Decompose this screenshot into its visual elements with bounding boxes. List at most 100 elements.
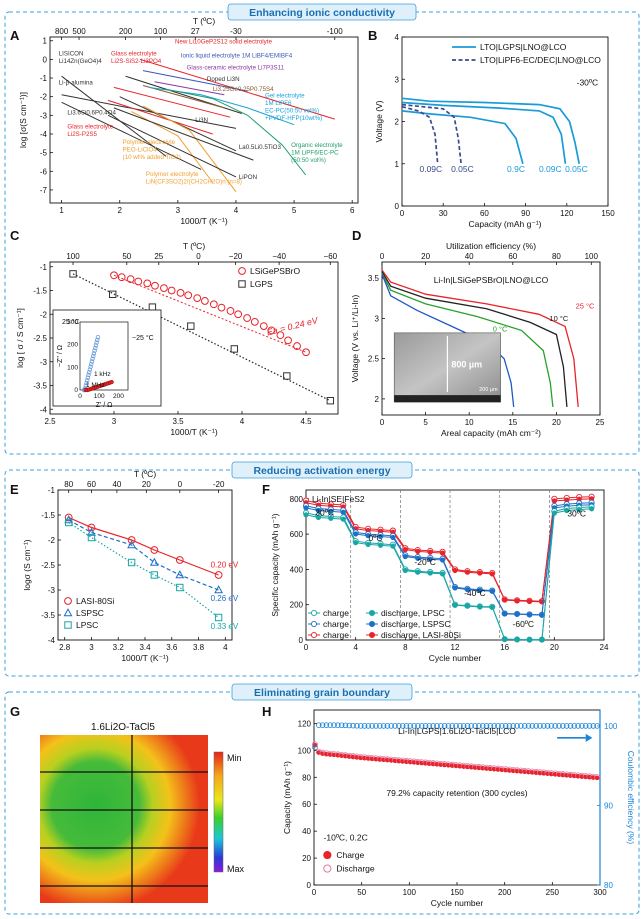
data-point-coulombic-efficiency — [392, 723, 398, 729]
data-point-lpsc — [150, 571, 159, 579]
data-point-lpsc — [87, 533, 96, 542]
inset-y-tick-label: 0 — [74, 387, 78, 394]
x-tick-label: 3.8 — [193, 643, 205, 652]
data-point-discharge-lspsc — [464, 586, 471, 593]
data-point-discharge-lpsc — [551, 510, 557, 516]
y-tick-label: -4 — [48, 636, 56, 645]
data-point-coulombic-efficiency — [552, 723, 558, 729]
data-point-coulombic-efficiency — [319, 722, 326, 728]
sem-thickness-label: 800 µm — [451, 359, 482, 369]
data-point-lpsc — [127, 558, 136, 567]
axis-arrow-head — [585, 733, 593, 742]
x-tick-label: 25 — [596, 418, 605, 427]
y-tick-label: -2.5 — [41, 561, 55, 570]
legend-label: LGPS — [250, 279, 273, 289]
data-point-discharge-lasi-80si — [427, 549, 433, 555]
y2-tick-label: 100 — [604, 722, 618, 731]
legend-label: Discharge — [336, 864, 375, 874]
top-tick-label: 200 — [119, 27, 133, 36]
colorbar-min-label: Min — [227, 753, 242, 763]
top-tick-label: −60 — [324, 252, 338, 261]
inset-x-tick-label: 100 — [94, 393, 105, 400]
series-line-lasi-80si — [68, 516, 219, 576]
data-point-discharge-lpsc — [315, 514, 322, 521]
data-point-lasi-80si — [214, 571, 223, 579]
legend-marker — [368, 609, 376, 617]
series-line-glass-ceramic-electrolyte-li7p3s11 — [154, 81, 225, 96]
series-line-lgps-0-09c — [401, 101, 567, 164]
data-point-coulombic-efficiency — [373, 723, 379, 729]
data-point-coulombic-efficiency — [571, 723, 578, 729]
y-tick-label: 100 — [298, 746, 312, 755]
y-tick-label: -1 — [40, 74, 48, 83]
data-point-lsigepsbro — [193, 294, 202, 303]
heatmap-image — [40, 735, 208, 903]
y-tick-label: -2 — [48, 536, 56, 545]
temperature-label: 30ºC — [567, 508, 586, 518]
y-tick-label: -2.5 — [33, 334, 47, 343]
y-tick-label: -4 — [40, 405, 48, 414]
legend-label: LTO|LiPF6-EC/DEC|LNO@LCO — [480, 55, 601, 65]
x-tick-label: 15 — [508, 418, 517, 427]
y-tick-label: -5 — [40, 149, 48, 158]
x-tick-label: 8 — [403, 643, 408, 652]
data-point-coulombic-efficiency — [590, 723, 597, 729]
section-title-3: Eliminating grain boundary — [254, 687, 390, 699]
series-line-ionic-liquid-electrolyte-1m-libf4-emibf4 — [142, 70, 248, 92]
inset-label: 1 kHz — [94, 371, 111, 378]
data-point-coulombic-efficiency — [563, 723, 570, 729]
x-tick-label: 50 — [357, 888, 366, 897]
data-point-discharge-lasi-80si — [439, 550, 446, 556]
section-title-2: Reducing activation energy — [253, 465, 390, 477]
legend-label: discharge, LSPSC — [381, 619, 450, 629]
top-tick-label: 100 — [66, 252, 80, 261]
data-point-discharge-lpsc — [452, 602, 458, 608]
top-tick-label: 60 — [87, 480, 96, 489]
data-point-coulombic-efficiency — [495, 723, 501, 729]
y-tick-label: 60 — [302, 800, 311, 809]
sem-scale-label: 200 µm — [479, 387, 498, 393]
y-tick-label: 3 — [395, 75, 400, 84]
data-point-discharge-lspsc — [402, 553, 408, 560]
data-point-coulombic-efficiency — [338, 722, 345, 729]
legend-label: charge — [323, 608, 349, 618]
inset-impedance-point — [84, 378, 90, 383]
panel-letter-c: C — [10, 228, 20, 243]
data-point-lpsc — [176, 583, 184, 592]
series-line-lipon — [107, 114, 237, 178]
data-point-lgps — [109, 290, 117, 299]
y-tick-label: -1 — [40, 263, 48, 272]
data-label: Li2S-P2S5 — [67, 131, 97, 138]
data-point-coulombic-efficiency — [491, 723, 497, 729]
data-point-discharge-lspsc — [452, 585, 458, 591]
data-point-coulombic-efficiency — [575, 723, 581, 729]
y-axis-label: Capacity (mAh g⁻¹) — [282, 761, 292, 834]
x-tick-label: 20 — [552, 418, 561, 427]
sem-info-strip — [394, 395, 501, 403]
y-tick-label: -3.5 — [41, 611, 55, 620]
temperature-label: -60ºC — [513, 619, 535, 629]
series-line-lgps-0-05c — [401, 97, 581, 164]
data-point-coulombic-efficiency — [582, 723, 589, 729]
data-point-coulombic-efficiency — [537, 723, 543, 729]
data-point-lsigepsbro — [126, 275, 135, 284]
series-line-lpsc — [68, 521, 219, 618]
panel-letter-g: G — [10, 704, 20, 719]
legend-label: LASI-80Si — [76, 596, 114, 606]
panel-letter-b: B — [368, 28, 377, 43]
condition-label: -10ºC, 0.2C — [324, 833, 368, 843]
data-point-discharge-lpsc — [514, 636, 520, 643]
x-tick-label: 150 — [601, 209, 615, 218]
x-tick-label: 1 — [59, 206, 64, 215]
y2-tick-label: 80 — [604, 881, 613, 890]
y-axis-label: Specific capacity (mAh g⁻¹) — [270, 513, 280, 616]
inset-impedance-point — [85, 375, 91, 380]
x-tick-label: 200 — [498, 888, 512, 897]
data-point-lsigepsbro — [143, 279, 152, 288]
section-banner-2 — [231, 461, 413, 479]
top-axis-label: T (ºC) — [193, 16, 215, 26]
data-point-coulombic-efficiency — [411, 723, 417, 729]
data-point-discharge-lspsc — [439, 557, 446, 563]
data-point-coulombic-efficiency — [548, 723, 555, 729]
